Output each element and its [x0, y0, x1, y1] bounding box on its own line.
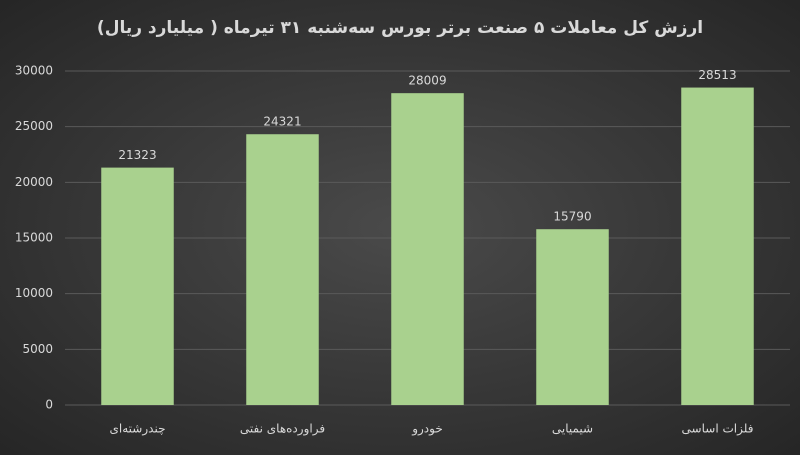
- chart-title: ارزش کل معاملات ۵ صنعت برتر بورس سه‌شنبه…: [97, 18, 703, 38]
- data-label: 28513: [698, 68, 736, 82]
- y-tick-label: 30000: [15, 64, 53, 78]
- bar: [681, 87, 754, 405]
- data-label: 24321: [263, 115, 301, 129]
- bar: [391, 93, 464, 405]
- bar: [536, 229, 609, 405]
- bar: [101, 167, 174, 405]
- y-tick-label: 15000: [15, 231, 53, 245]
- y-tick-label: 10000: [15, 286, 53, 300]
- y-tick-label: 5000: [22, 342, 53, 356]
- y-tick-label: 25000: [15, 119, 53, 133]
- y-tick-label: 0: [45, 398, 53, 412]
- data-label: 15790: [553, 210, 591, 224]
- y-tick-label: 20000: [15, 175, 53, 189]
- x-tick-label: شیمیایی: [552, 422, 593, 436]
- x-tick-label: خودرو: [411, 422, 443, 437]
- bar: [246, 134, 319, 405]
- data-label: 21323: [118, 148, 156, 162]
- data-label: 28009: [408, 74, 446, 88]
- x-tick-label: فراورده‌های نفتی: [240, 422, 325, 437]
- x-tick-label: فلزات اساسی: [682, 422, 754, 437]
- x-tick-label: چندرشته‌ای: [110, 422, 166, 437]
